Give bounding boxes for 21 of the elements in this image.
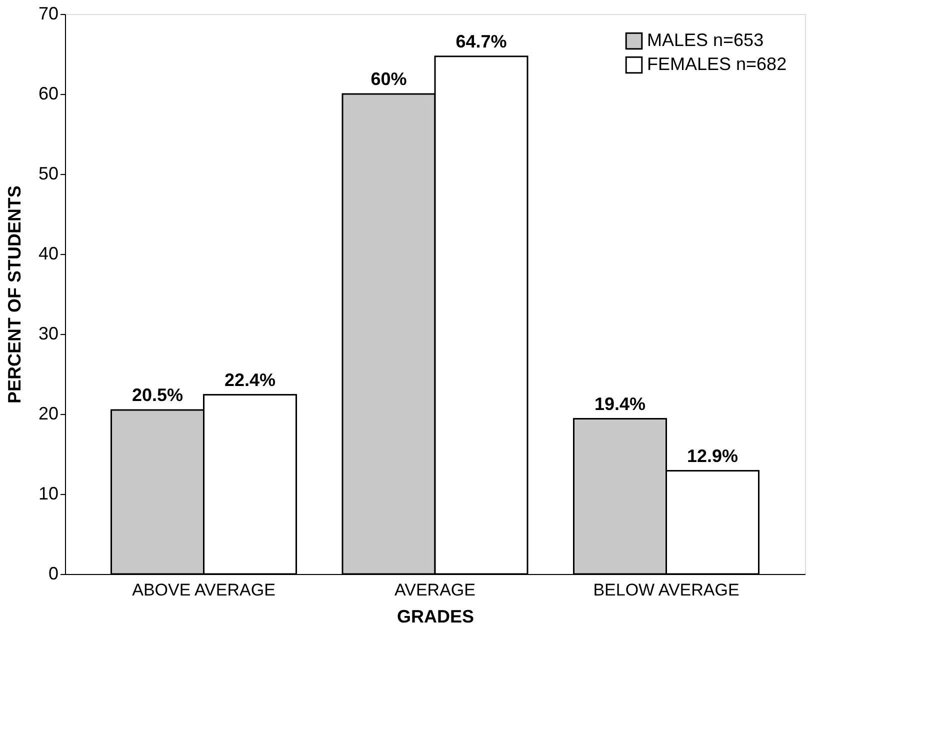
- x-axis-title: GRADES: [396, 606, 474, 626]
- y-tick-label: 50: [38, 164, 58, 184]
- y-axis-title: PERCENT OF STUDENTS: [4, 185, 24, 404]
- data-label: 20.5%: [132, 385, 184, 405]
- y-tick-label: 70: [38, 4, 58, 24]
- legend-label: FEMALES n=682: [647, 54, 787, 74]
- legend-label: MALES n=653: [647, 30, 764, 50]
- data-label: 22.4%: [224, 370, 276, 390]
- y-tick-label: 10: [38, 484, 58, 504]
- x-tick-label: ABOVE AVERAGE: [132, 580, 276, 600]
- data-label: 12.9%: [686, 446, 738, 466]
- y-tick-label: 20: [38, 404, 58, 424]
- y-tick-label: 30: [38, 324, 58, 344]
- y-tick-label: 0: [48, 564, 58, 584]
- y-tick-label: 60: [38, 84, 58, 104]
- data-label: 19.4%: [594, 394, 646, 414]
- y-tick-label: 40: [38, 244, 58, 264]
- x-tick-label: BELOW AVERAGE: [593, 580, 740, 600]
- x-tick-label: AVERAGE: [394, 580, 476, 600]
- data-label: 64.7%: [456, 31, 507, 52]
- data-label: 60%: [370, 69, 407, 89]
